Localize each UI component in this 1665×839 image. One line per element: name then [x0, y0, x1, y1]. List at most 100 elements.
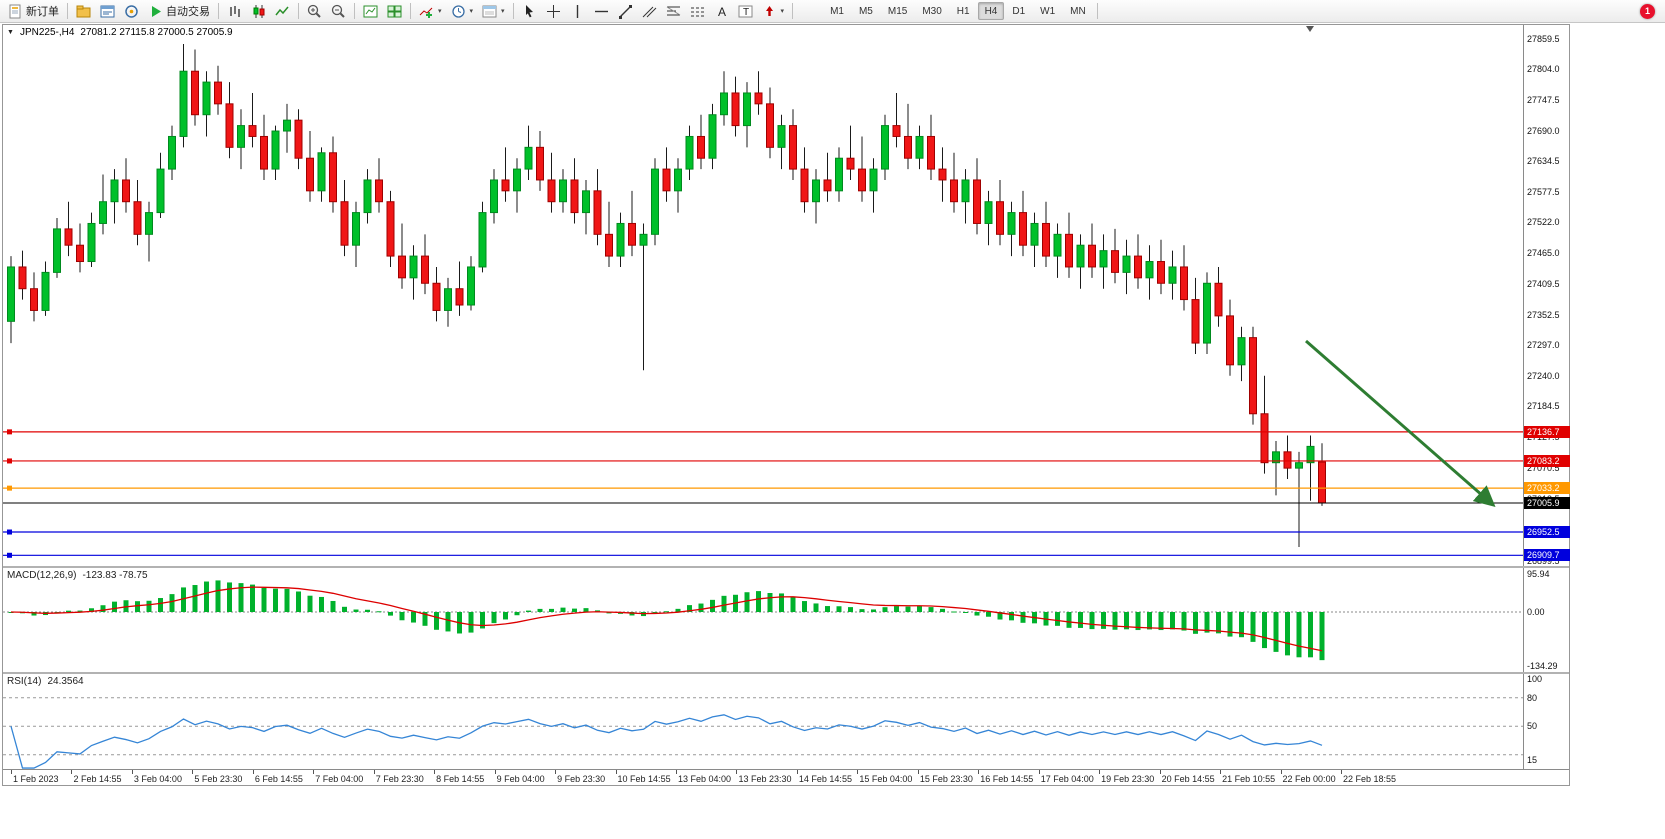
candle-body — [409, 255, 418, 279]
timeframe-group: M1 M5 M15 M30 H1 H4 D1 W1 MN — [823, 2, 1093, 20]
macd-bar — [848, 607, 853, 612]
macd-bar — [917, 605, 922, 612]
line-anchor[interactable] — [7, 485, 12, 491]
price-axis[interactable]: 27859.5 27804.0 27747.5 27690.0 27634.5 27577… — [1523, 25, 1570, 769]
macd-bar — [284, 588, 290, 612]
line-anchor[interactable] — [7, 552, 12, 558]
macd-bar — [1319, 612, 1325, 661]
text-tool-button[interactable]: A — [710, 1, 733, 21]
periods-button[interactable]: ▾ — [447, 1, 478, 21]
indicators-button[interactable]: ▾ — [415, 1, 446, 21]
macd-bar — [1020, 612, 1026, 623]
rsi-plot[interactable] — [3, 674, 1523, 769]
zoom-out-button[interactable] — [327, 1, 350, 21]
time-axis-label: 9 Feb 23:30 — [557, 774, 606, 784]
candle-body — [559, 179, 567, 203]
channel-tool-button[interactable] — [638, 1, 661, 21]
fibonacci-tool-button[interactable] — [662, 1, 685, 21]
new-chart-button[interactable] — [359, 1, 382, 21]
chart-collapse-button[interactable]: ▼ — [7, 29, 14, 36]
pane-splitter[interactable] — [3, 672, 1569, 674]
autotrading-button[interactable]: 自动交易 — [144, 1, 214, 21]
price-axis-label: 27184.5 — [1527, 400, 1560, 411]
timeframe-button-m15[interactable]: M15 — [887, 5, 908, 17]
zoom-in-button[interactable] — [303, 1, 326, 21]
trend-arrow[interactable] — [1305, 339, 1496, 507]
terminal-button[interactable] — [96, 1, 119, 21]
crosshair-tool-button[interactable] — [542, 1, 565, 21]
cycle-lines-tool-button[interactable] — [686, 1, 709, 21]
macd-bar — [1135, 612, 1141, 631]
macd-bar — [77, 610, 83, 612]
timeframe-button-d1[interactable]: D1 — [1012, 5, 1026, 17]
timeframe-button-m5[interactable]: M5 — [858, 5, 873, 17]
rsi-line — [10, 714, 1323, 769]
horizontal-line-tool-button[interactable] — [590, 1, 613, 21]
line-anchor[interactable] — [7, 429, 12, 435]
time-axis-label: 17 Feb 04:00 — [1040, 774, 1094, 784]
candle-body — [616, 222, 625, 257]
candle-body — [122, 179, 130, 203]
cursor-tool-button[interactable] — [518, 1, 541, 21]
timeframe-button-m30[interactable]: M30 — [922, 5, 942, 17]
tile-windows-button[interactable] — [383, 1, 406, 21]
candle-body — [892, 125, 901, 137]
line-chart-button[interactable] — [271, 1, 294, 21]
new-order-button[interactable]: 新订单 — [4, 1, 63, 21]
macd-bar — [894, 606, 899, 612]
time-axis-label: 13 Feb 04:00 — [678, 774, 732, 784]
candlestick-chart-button[interactable] — [247, 1, 270, 21]
candle-body — [1295, 462, 1303, 469]
rsi-pane[interactable]: RSI(14) 24.3564 — [3, 674, 1523, 769]
candle-body — [248, 125, 257, 137]
bar-chart-button[interactable] — [223, 1, 246, 21]
label-tool-button[interactable]: T — [734, 1, 757, 21]
timeframe-button-w1[interactable]: W1 — [1040, 5, 1056, 17]
macd-bar — [227, 582, 232, 612]
chart-shift-marker[interactable] — [1306, 26, 1314, 32]
line-anchor[interactable] — [7, 458, 12, 464]
timeframe-button-m1[interactable]: M1 — [830, 5, 844, 17]
time-axis-label: 19 Feb 23:30 — [1101, 774, 1155, 784]
timeframe-button-h4[interactable]: H4 — [977, 2, 1005, 20]
vertical-line-tool-button[interactable] — [566, 1, 589, 21]
chevron-down-icon: ▾ — [438, 7, 442, 15]
macd-pane[interactable]: MACD(12,26,9) -123.83 -78.75 — [3, 568, 1523, 672]
notification-badge[interactable]: 1 — [1640, 3, 1655, 19]
macd-bar — [100, 605, 106, 612]
candle-body — [490, 179, 498, 214]
navigator-button[interactable] — [120, 1, 143, 21]
macd-bar — [652, 612, 658, 613]
candlestick-plot[interactable] — [3, 25, 1523, 566]
trendline-tool-button[interactable] — [614, 1, 637, 21]
time-axis-label: 22 Feb 00:00 — [1282, 774, 1336, 784]
candle-body — [432, 282, 441, 311]
line-anchor[interactable] — [7, 529, 12, 535]
macd-bar — [491, 612, 497, 624]
toolbar-separator — [410, 3, 411, 19]
macd-plot[interactable] — [3, 568, 1523, 672]
timeframe-button-mn[interactable]: MN — [1070, 5, 1086, 17]
indicators-icon — [419, 7, 433, 18]
profiles-button[interactable] — [72, 1, 95, 21]
time-axis-label: 7 Feb 23:30 — [375, 774, 424, 784]
candle-body — [18, 266, 27, 290]
main-price-pane[interactable] — [3, 25, 1523, 566]
time-axis-tick — [676, 770, 677, 774]
macd-bar — [514, 612, 520, 616]
pane-splitter[interactable] — [3, 566, 1569, 568]
chevron-down-icon: ▾ — [469, 7, 474, 15]
toolbar-separator — [218, 3, 219, 19]
arrows-tool-button[interactable]: ▾ — [758, 1, 789, 21]
candle-body — [1203, 282, 1211, 344]
macd-bar — [353, 609, 359, 612]
candle-body — [352, 212, 360, 246]
templates-button[interactable]: ▾ — [478, 1, 509, 21]
candle-body — [99, 201, 107, 224]
price-line-label: 27033.2 — [1524, 482, 1570, 495]
timeframe-button-h1[interactable]: H1 — [956, 5, 970, 17]
time-axis[interactable]: 1 Feb 2023 2 Feb 14:55 3 Feb 04:00 5 Feb 23… — [3, 769, 1569, 785]
candle-body — [651, 168, 659, 235]
toolbar-separator — [1096, 3, 1098, 19]
candle-body — [835, 157, 843, 192]
